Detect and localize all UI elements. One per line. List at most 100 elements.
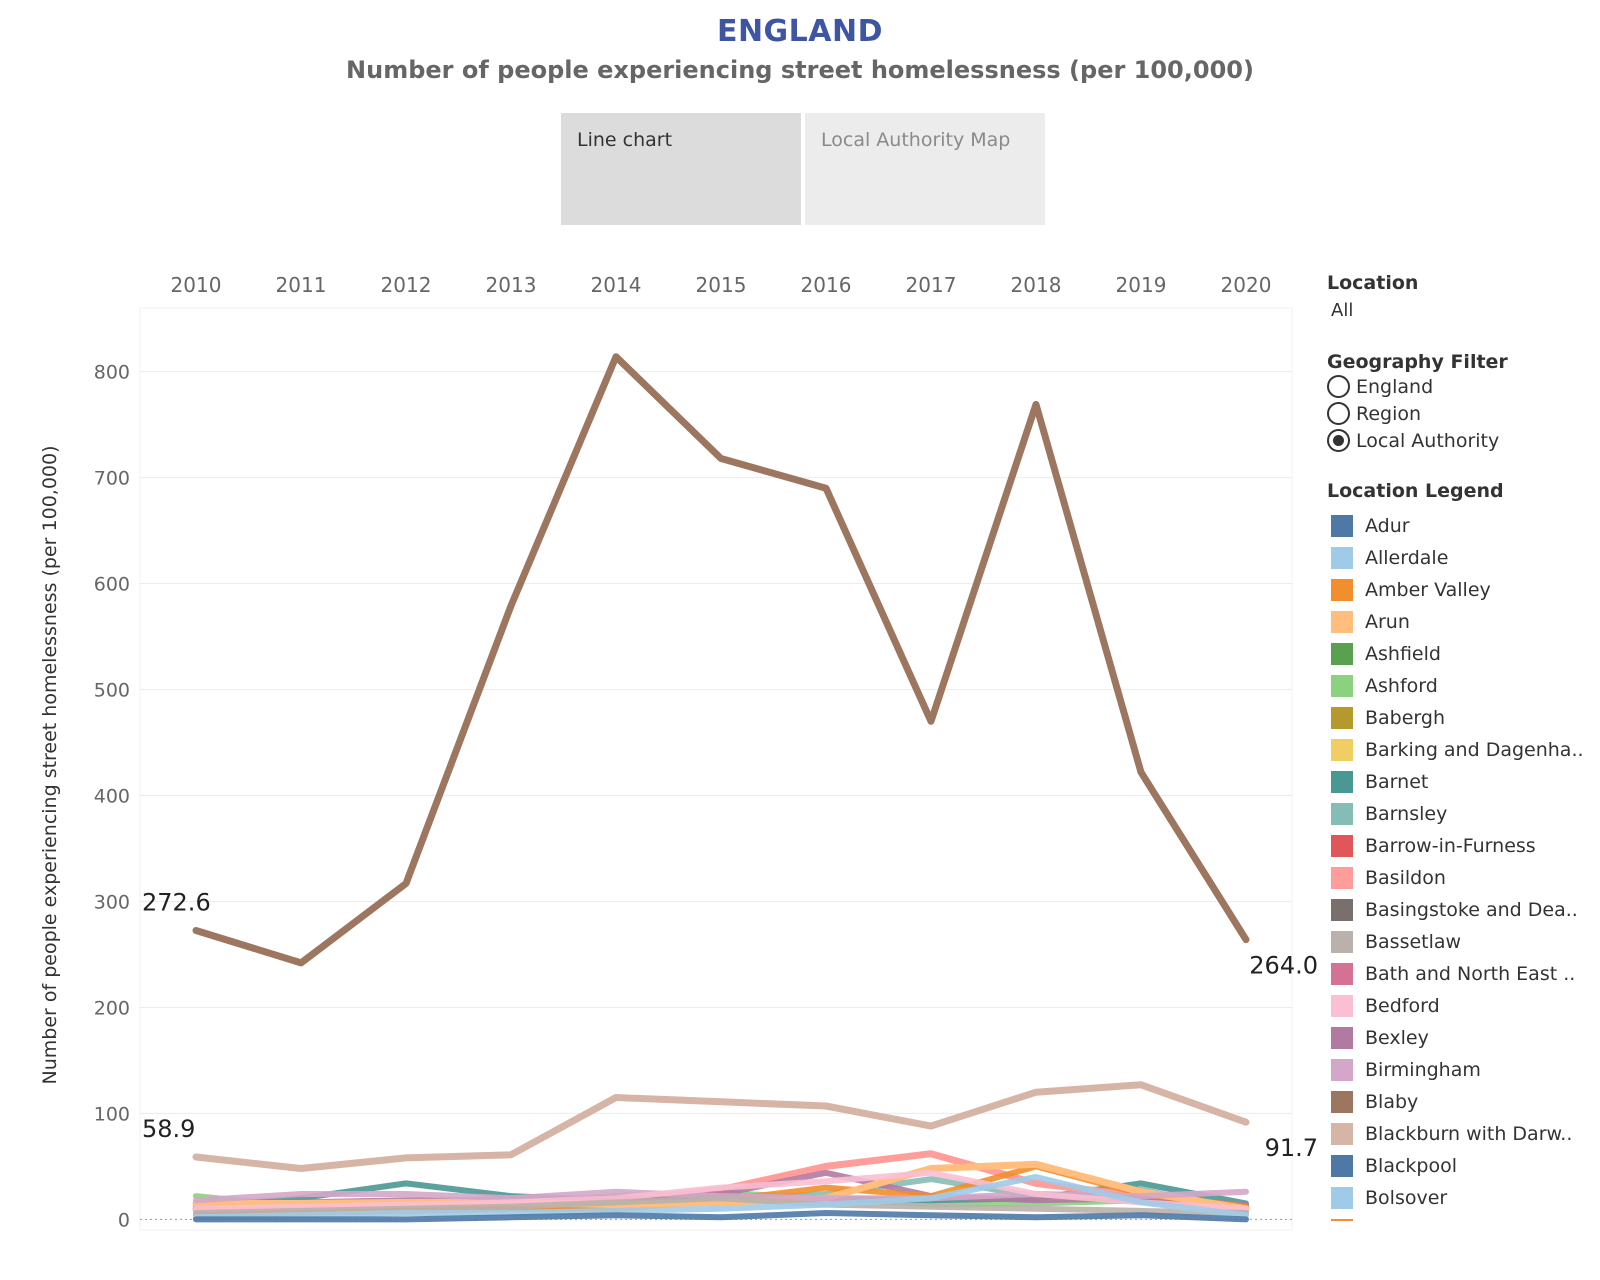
x-tick-label: 2012 bbox=[381, 273, 432, 297]
legend-item[interactable]: Allerdale bbox=[1327, 542, 1597, 574]
legend-title: Location Legend bbox=[1327, 480, 1504, 502]
geography-option-local-authority[interactable]: Local Authority bbox=[1327, 427, 1597, 454]
y-tick-label: 200 bbox=[94, 997, 130, 1019]
series-line bbox=[193, 1195, 1249, 1216]
legend-swatch bbox=[1331, 995, 1353, 1017]
legend-item[interactable]: Bexley bbox=[1327, 1022, 1597, 1054]
legend-swatch bbox=[1331, 771, 1353, 793]
x-tick-label: 2020 bbox=[1221, 273, 1272, 297]
legend-item[interactable]: Ashford bbox=[1327, 670, 1597, 702]
legend-item[interactable]: Blackpool bbox=[1327, 1150, 1597, 1182]
legend-item[interactable]: Adur bbox=[1327, 510, 1597, 542]
legend-item-label: Bath and North East .. bbox=[1365, 963, 1576, 985]
y-axis-title: Number of people experiencing street hom… bbox=[39, 445, 61, 1085]
series-line bbox=[193, 1169, 1249, 1212]
series-line bbox=[193, 1210, 1249, 1223]
page-subtitle: Number of people experiencing street hom… bbox=[346, 56, 1254, 84]
tab-line-chart[interactable]: Line chart bbox=[561, 113, 801, 225]
legend-item-label: Basildon bbox=[1365, 867, 1446, 889]
legend-item-label: Arun bbox=[1365, 611, 1410, 633]
legend-item[interactable]: Barnsley bbox=[1327, 798, 1597, 830]
legend-item[interactable]: Ashfield bbox=[1327, 638, 1597, 670]
location-legend: Location Legend Adur Allerdale Amber Valle… bbox=[1327, 480, 1597, 1221]
page-title: ENGLAND bbox=[716, 14, 884, 49]
legend-swatch bbox=[1331, 1123, 1353, 1145]
x-tick-label: 2018 bbox=[1011, 273, 1062, 297]
location-filter-label: Location bbox=[1327, 272, 1419, 294]
legend-item[interactable]: Blackburn with Darw.. bbox=[1327, 1118, 1597, 1150]
series-line bbox=[193, 1174, 1249, 1221]
legend-item-label: Blaby bbox=[1365, 1091, 1419, 1113]
radio-local-authority[interactable] bbox=[1327, 429, 1350, 452]
legend-swatch bbox=[1331, 803, 1353, 825]
location-filter-value[interactable]: All bbox=[1331, 300, 1354, 321]
legend-item-label: Barking and Dagenha.. bbox=[1365, 739, 1584, 761]
geography-option-region[interactable]: Region bbox=[1327, 400, 1597, 427]
legend-swatch bbox=[1331, 867, 1353, 889]
y-tick-label: 0 bbox=[118, 1209, 130, 1231]
legend-item[interactable]: Bassetlaw bbox=[1327, 926, 1597, 958]
radio-region[interactable] bbox=[1327, 402, 1350, 425]
legend-item[interactable]: Basingstoke and Dea.. bbox=[1327, 894, 1597, 926]
legend-swatch bbox=[1331, 963, 1353, 985]
geography-option-england[interactable]: England bbox=[1327, 373, 1597, 400]
legend-item[interactable]: Bolton bbox=[1327, 1214, 1597, 1221]
legend-swatch bbox=[1331, 1091, 1353, 1113]
legend-swatch bbox=[1331, 1027, 1353, 1049]
legend-item-label: Ashfield bbox=[1365, 643, 1441, 665]
legend-item[interactable]: Barnet bbox=[1327, 766, 1597, 798]
x-tick-label: 2013 bbox=[486, 273, 537, 297]
legend-item-label: Blackburn with Darw.. bbox=[1365, 1123, 1573, 1145]
legend-swatch bbox=[1331, 515, 1353, 537]
data-label: 264.0 bbox=[1249, 952, 1318, 980]
legend-item[interactable]: Bolsover bbox=[1327, 1182, 1597, 1214]
legend-item[interactable]: Arun bbox=[1327, 606, 1597, 638]
geography-filter-label: Geography Filter bbox=[1327, 351, 1508, 373]
legend-item[interactable]: Bath and North East .. bbox=[1327, 958, 1597, 990]
legend-item[interactable]: Amber Valley bbox=[1327, 574, 1597, 606]
geography-option-label: Local Authority bbox=[1356, 429, 1500, 452]
line-chart-svg: 0 100 200 300 400 500 600 700 800 2010 2011 2012 201… bbox=[94, 273, 1318, 1231]
legend-item-label: Ashford bbox=[1365, 675, 1438, 697]
x-tick-label: 2011 bbox=[276, 273, 327, 297]
line-chart: 0 100 200 300 400 500 600 700 800 2010 2011 2012 201… bbox=[0, 240, 1320, 1280]
legend-item[interactable]: Bedford bbox=[1327, 990, 1597, 1022]
x-tick-label: 2014 bbox=[591, 273, 642, 297]
legend-item-label: Bolsover bbox=[1365, 1187, 1448, 1209]
legend-swatch bbox=[1331, 611, 1353, 633]
y-tick-label: 800 bbox=[94, 362, 130, 384]
legend-item-label: Barrow-in-Furness bbox=[1365, 835, 1536, 857]
legend-item-label: Amber Valley bbox=[1365, 579, 1491, 601]
legend-list[interactable]: Adur Allerdale Amber Valley Arun Ashfield Ash… bbox=[1327, 510, 1597, 1221]
data-label: 91.7 bbox=[1265, 1134, 1318, 1162]
x-tick-label: 2017 bbox=[906, 273, 957, 297]
y-tick-label: 400 bbox=[94, 785, 130, 807]
data-label: 272.6 bbox=[142, 889, 211, 917]
y-tick-label: 700 bbox=[94, 468, 130, 490]
y-tick-label: 300 bbox=[94, 891, 130, 913]
tab-local-authority-map[interactable]: Local Authority Map bbox=[805, 113, 1045, 225]
geography-option-label: England bbox=[1356, 375, 1434, 398]
legend-swatch bbox=[1331, 835, 1353, 857]
filter-panel: Location All Geography Filter England Re… bbox=[1327, 272, 1597, 1221]
plot-area bbox=[139, 307, 1293, 1231]
radio-england[interactable] bbox=[1327, 375, 1350, 398]
x-tick-label: 2010 bbox=[171, 273, 222, 297]
legend-item-label: Birmingham bbox=[1365, 1059, 1481, 1081]
data-label: 58.9 bbox=[142, 1115, 195, 1143]
legend-swatch bbox=[1331, 899, 1353, 921]
y-tick-label: 100 bbox=[94, 1103, 130, 1125]
legend-item-label: Bolton bbox=[1365, 1219, 1426, 1221]
legend-item-label: Barnet bbox=[1365, 771, 1429, 793]
legend-item-label: Adur bbox=[1365, 515, 1410, 537]
legend-item[interactable]: Babergh bbox=[1327, 702, 1597, 734]
geography-filter: Geography Filter England Region Local Au… bbox=[1327, 351, 1597, 454]
legend-item-label: Babergh bbox=[1365, 707, 1446, 729]
legend-item[interactable]: Barrow-in-Furness bbox=[1327, 830, 1597, 862]
legend-item[interactable]: Basildon bbox=[1327, 862, 1597, 894]
legend-item[interactable]: Birmingham bbox=[1327, 1054, 1597, 1086]
legend-item-label: Bedford bbox=[1365, 995, 1440, 1017]
legend-item[interactable]: Barking and Dagenha.. bbox=[1327, 734, 1597, 766]
legend-item[interactable]: Blaby bbox=[1327, 1086, 1597, 1118]
legend-item-label: Basingstoke and Dea.. bbox=[1365, 899, 1578, 921]
